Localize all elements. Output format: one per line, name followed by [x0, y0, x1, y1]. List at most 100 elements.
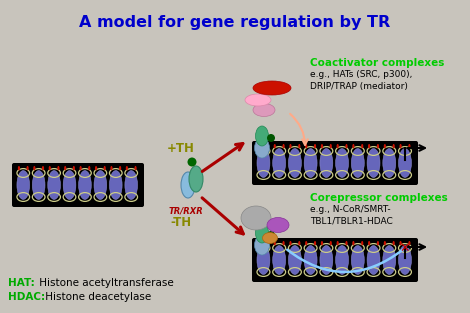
Ellipse shape: [267, 134, 275, 142]
Ellipse shape: [383, 246, 396, 275]
Ellipse shape: [321, 144, 323, 148]
Ellipse shape: [304, 149, 317, 177]
Ellipse shape: [88, 166, 90, 171]
Ellipse shape: [367, 149, 380, 177]
Ellipse shape: [400, 241, 402, 245]
Ellipse shape: [336, 246, 349, 275]
Ellipse shape: [273, 246, 286, 275]
Ellipse shape: [329, 144, 332, 148]
Text: HDAC:: HDAC:: [8, 292, 45, 302]
FancyBboxPatch shape: [252, 141, 418, 185]
Ellipse shape: [267, 144, 269, 148]
Ellipse shape: [408, 144, 410, 148]
Text: e.g., HATs (SRC, p300),
DRIP/TRAP (mediator): e.g., HATs (SRC, p300), DRIP/TRAP (media…: [310, 70, 412, 91]
Ellipse shape: [320, 246, 333, 275]
Ellipse shape: [384, 241, 386, 245]
Ellipse shape: [267, 218, 289, 233]
Ellipse shape: [267, 231, 275, 239]
Ellipse shape: [241, 206, 271, 230]
Ellipse shape: [352, 241, 354, 245]
Ellipse shape: [256, 223, 268, 243]
Ellipse shape: [253, 104, 275, 116]
Ellipse shape: [305, 144, 307, 148]
Ellipse shape: [64, 166, 66, 171]
Ellipse shape: [189, 166, 203, 192]
Ellipse shape: [95, 166, 97, 171]
Ellipse shape: [392, 241, 395, 245]
Ellipse shape: [368, 241, 370, 245]
Ellipse shape: [352, 149, 364, 177]
Ellipse shape: [267, 241, 269, 245]
Ellipse shape: [352, 144, 354, 148]
FancyBboxPatch shape: [12, 163, 144, 207]
Ellipse shape: [361, 144, 363, 148]
Ellipse shape: [79, 166, 82, 171]
Ellipse shape: [103, 166, 106, 171]
Ellipse shape: [377, 241, 379, 245]
Ellipse shape: [289, 149, 301, 177]
Text: -TH: -TH: [171, 217, 192, 229]
Ellipse shape: [367, 246, 380, 275]
Text: Histone acetyltransferase: Histone acetyltransferase: [36, 278, 174, 288]
Ellipse shape: [345, 144, 348, 148]
Ellipse shape: [289, 246, 301, 275]
Ellipse shape: [337, 241, 339, 245]
Ellipse shape: [188, 157, 196, 167]
Ellipse shape: [305, 241, 307, 245]
Ellipse shape: [320, 149, 333, 177]
Ellipse shape: [399, 246, 411, 275]
Ellipse shape: [94, 171, 107, 199]
Ellipse shape: [258, 241, 260, 245]
Ellipse shape: [352, 246, 364, 275]
Text: ✕: ✕: [400, 242, 410, 254]
Ellipse shape: [314, 144, 316, 148]
Ellipse shape: [274, 144, 276, 148]
Text: Histone deacetylase: Histone deacetylase: [42, 292, 151, 302]
Ellipse shape: [42, 166, 44, 171]
Ellipse shape: [399, 149, 411, 177]
Ellipse shape: [18, 166, 20, 171]
Ellipse shape: [383, 149, 396, 177]
Ellipse shape: [49, 166, 51, 171]
Ellipse shape: [254, 138, 269, 158]
Ellipse shape: [110, 171, 122, 199]
Text: HAT:: HAT:: [8, 278, 35, 288]
Ellipse shape: [345, 241, 348, 245]
Ellipse shape: [57, 166, 60, 171]
Ellipse shape: [17, 171, 30, 199]
FancyBboxPatch shape: [252, 238, 418, 282]
Text: Coactivator complexes: Coactivator complexes: [310, 58, 444, 68]
Ellipse shape: [257, 149, 270, 177]
Ellipse shape: [33, 166, 35, 171]
Ellipse shape: [290, 144, 291, 148]
Ellipse shape: [368, 144, 370, 148]
Ellipse shape: [32, 171, 45, 199]
Ellipse shape: [126, 166, 128, 171]
Ellipse shape: [134, 166, 137, 171]
Ellipse shape: [245, 94, 271, 106]
Ellipse shape: [377, 144, 379, 148]
Ellipse shape: [304, 246, 317, 275]
Ellipse shape: [273, 149, 286, 177]
Ellipse shape: [263, 233, 277, 244]
Text: Corepressor complexes: Corepressor complexes: [310, 193, 448, 203]
Ellipse shape: [63, 171, 76, 199]
Text: e.g., N-CoR/SMRT-
TBL1/TBLR1-HDAC: e.g., N-CoR/SMRT- TBL1/TBLR1-HDAC: [310, 205, 393, 226]
Ellipse shape: [257, 246, 270, 275]
Ellipse shape: [73, 166, 75, 171]
Ellipse shape: [258, 144, 260, 148]
Text: +TH: +TH: [167, 141, 195, 155]
Ellipse shape: [384, 144, 386, 148]
Ellipse shape: [282, 144, 285, 148]
Ellipse shape: [337, 144, 339, 148]
Ellipse shape: [253, 81, 291, 95]
Ellipse shape: [298, 144, 300, 148]
Text: TR/RXR: TR/RXR: [169, 207, 204, 216]
Ellipse shape: [321, 241, 323, 245]
Ellipse shape: [329, 241, 332, 245]
FancyArrowPatch shape: [287, 250, 403, 272]
Ellipse shape: [282, 241, 285, 245]
Ellipse shape: [336, 149, 349, 177]
Ellipse shape: [256, 126, 268, 146]
Ellipse shape: [125, 171, 138, 199]
